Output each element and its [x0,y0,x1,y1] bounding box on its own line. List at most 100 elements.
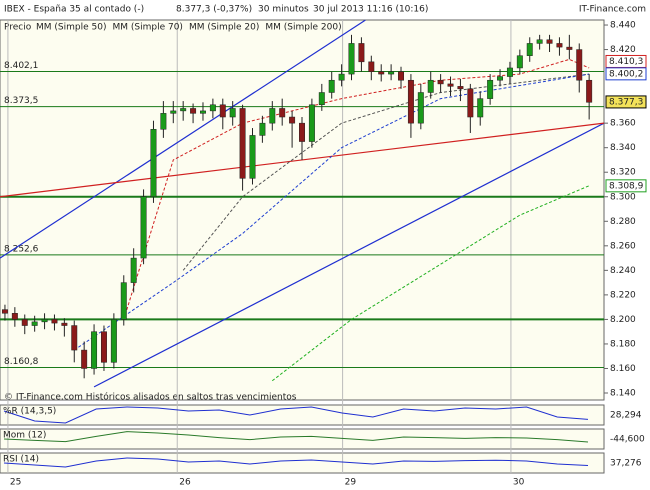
candle-body [308,104,315,142]
x-tick-label: 30 [513,478,525,488]
moving-average [271,185,590,382]
price: 8.377,3 (-0,37%) [176,5,252,15]
candle-body [566,46,573,50]
price-tag [605,179,647,193]
indicator-name: Mom (12) [3,431,46,441]
moving-average [73,73,590,351]
price-tag-label: 8.410,3 [609,57,643,67]
y-tick-label: 8.200 [610,315,636,325]
date: 30 jul 2013 11:16 (10:16) [313,5,428,15]
legend-entry: MM (Simple 70) [112,23,182,33]
trend-line [93,122,605,388]
candle-body [239,108,246,179]
indicator-value: 28,294 [610,411,642,421]
candle-body [447,83,454,87]
candle-body [71,325,78,351]
candle-body [21,319,28,326]
candle-body [51,319,58,324]
level-label: 8.373,5 [4,96,38,106]
level-label: 8.160,8 [4,357,39,367]
candle-body [487,79,494,99]
candle-body [11,313,18,320]
candle-body [477,98,484,118]
price-tag-label: 8.308,9 [609,181,644,191]
candle-body [209,104,216,112]
title: IBEX - España 35 al contado (-) [4,5,144,15]
candle-body [467,88,474,118]
candle-body [348,43,355,75]
price-tag [605,67,647,81]
legend-entry: MM (Simple 20) [189,23,259,33]
legend-entry: MM (Simple 50) [36,23,106,33]
level-label: 8.402,1 [4,61,38,71]
indicator-line [3,406,589,424]
candle-body [190,108,197,114]
candle-body [437,79,444,85]
candle-body [526,43,533,56]
period: 30 minutos [258,5,309,15]
candle-body [378,71,385,75]
price-tag-label: 8.377,3 [609,97,643,107]
indicator-value: 37,276 [610,459,642,469]
indicator-name: %R (14,3,5) [3,407,56,417]
y-tick-label: 8.420 [610,45,636,55]
candle-body [536,39,543,44]
candle-body [259,122,266,136]
candle-body [556,43,563,48]
source: IT-Finance.com [579,5,646,15]
y-tick-label: 8.180 [610,339,636,349]
candle-body [338,73,345,81]
price-tag-label: 8.400,2 [609,69,643,79]
candle-body [130,257,137,283]
candle-body [269,108,276,124]
candle-body [150,129,157,198]
candle-body [516,55,523,69]
candle-body [61,322,68,326]
indicator-line [3,457,589,468]
candle-body [170,110,177,114]
candle-body [180,108,187,112]
y-tick-label: 8.280 [610,217,636,227]
x-tick-label: 26 [179,478,191,488]
y-tick-label: 8.220 [610,290,636,300]
plot-area [0,19,605,401]
candle-body [417,92,424,124]
candle-body [289,116,296,124]
indicator-value: -44,600 [610,435,645,445]
candle-body [328,79,335,93]
trend-line [0,19,366,259]
candle-body [219,104,226,118]
panel-3 [0,452,605,474]
candle-body [368,61,375,72]
x-tick-label: 29 [345,478,357,488]
y-tick-label: 8.360 [610,119,636,129]
candle-body [586,79,593,103]
candle-body [1,309,8,314]
candle-body [41,319,48,323]
y-tick-label: 8.320 [610,168,636,178]
candle-body [398,71,404,81]
y-tick-label: 8.260 [610,241,636,251]
x-tick-label: 25 [10,478,21,488]
candle-body [427,79,434,93]
candle-body [546,39,553,44]
candle-body [506,67,513,77]
candle-body [120,282,127,320]
trend-line [0,122,605,198]
candle-body [497,76,504,81]
candle-body [110,319,117,363]
candle-body [91,331,98,369]
candle-body [200,110,206,114]
y-tick-label: 8.160 [610,364,636,374]
panel-2 [0,428,605,450]
candle-body [407,79,414,124]
plot-layer: 25 26 29 30 [7,20,525,488]
candle-body [279,108,286,118]
indicator-line [3,431,589,443]
candle-body [229,108,236,118]
note: © IT-Finance.com Históricos alisados en … [4,392,297,403]
legend-price: Precio [4,23,32,33]
candle-body [160,113,167,130]
level-label: 8.252,6 [4,244,39,254]
